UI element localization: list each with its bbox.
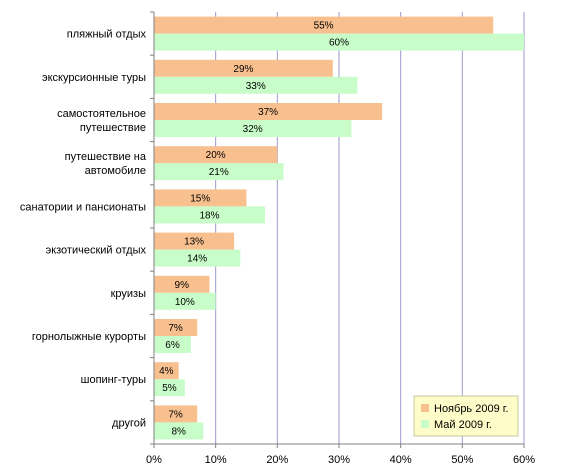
legend-box (413, 395, 519, 437)
bar (154, 59, 333, 77)
legend-label: Ноябрь 2009 г. (434, 403, 508, 415)
category-label: пляжный отдых (67, 29, 147, 41)
data-label: 7% (168, 409, 183, 420)
bar (154, 120, 352, 137)
category-label: самостоятельное путешествие (57, 108, 146, 134)
category-label: круизы (111, 288, 146, 300)
x-tick-label: 50% (451, 454, 473, 466)
category-label: экскурсионные туры (42, 72, 146, 84)
category-label: экзотический отдых (46, 245, 147, 257)
bar (154, 16, 494, 34)
bar (154, 379, 185, 397)
axes: 0% 10% 20% 30% 40% 50% 60% пляжный отдых экскурс… (20, 11, 535, 466)
data-label: 8% (171, 426, 186, 437)
legend-swatch (421, 404, 429, 412)
bar (154, 422, 204, 440)
bar (154, 336, 191, 353)
data-label: 29% (233, 64, 253, 75)
category-label: путешествие на автомобиле (65, 151, 147, 177)
bar (154, 405, 198, 423)
bar (154, 103, 383, 120)
category-label: другой (112, 417, 146, 429)
bar (154, 189, 247, 207)
bar (154, 206, 265, 224)
data-label: 4% (159, 366, 174, 377)
data-label: 18% (199, 210, 219, 221)
x-tick-label: 60% (513, 454, 535, 466)
legend: Ноябрь 2009 г. Май 2009 г. (413, 395, 519, 437)
bar (154, 249, 241, 267)
bar (154, 146, 278, 164)
data-label: 14% (187, 254, 207, 265)
data-label: 55% (314, 21, 334, 32)
bar (154, 33, 524, 51)
data-label: 15% (190, 193, 210, 204)
category-label: санатории и пансионаты (20, 201, 146, 213)
bar-group: 55% 60% 29% 33% 37% 32% 20% 21% 15% 18% 13% 14% 9% 10… (154, 16, 524, 440)
bar (154, 163, 284, 181)
x-tick-label: 0% (146, 454, 162, 466)
data-label: 5% (162, 383, 177, 394)
category-label: шопинг-туры (81, 374, 146, 386)
legend-swatch (421, 420, 429, 428)
x-tick-label: 30% (328, 454, 350, 466)
bar (154, 76, 358, 94)
data-label: 32% (243, 124, 263, 135)
data-label: 10% (175, 297, 195, 308)
bar (154, 362, 179, 380)
bar (154, 319, 198, 336)
data-label: 7% (168, 323, 183, 334)
data-label: 33% (246, 81, 266, 92)
bar (154, 275, 210, 293)
bar (154, 232, 235, 250)
x-tick-label: 40% (390, 454, 412, 466)
data-label: 37% (258, 107, 278, 118)
data-label: 60% (329, 38, 349, 49)
x-tick-label: 10% (205, 454, 227, 466)
data-label: 20% (206, 150, 226, 161)
x-tick-label: 20% (266, 454, 288, 466)
bar (154, 292, 216, 310)
category-label: горнолыжные курорты (32, 331, 146, 343)
data-label: 21% (209, 167, 229, 178)
data-label: 6% (165, 340, 180, 351)
data-label: 13% (184, 237, 204, 248)
legend-label: Май 2009 г. (434, 419, 492, 431)
data-label: 9% (175, 280, 190, 291)
